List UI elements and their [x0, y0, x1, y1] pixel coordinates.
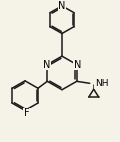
Text: N: N	[43, 59, 50, 70]
Text: N: N	[58, 1, 66, 11]
Text: NH: NH	[95, 79, 108, 88]
Text: N: N	[74, 59, 81, 70]
Text: F: F	[24, 108, 30, 118]
